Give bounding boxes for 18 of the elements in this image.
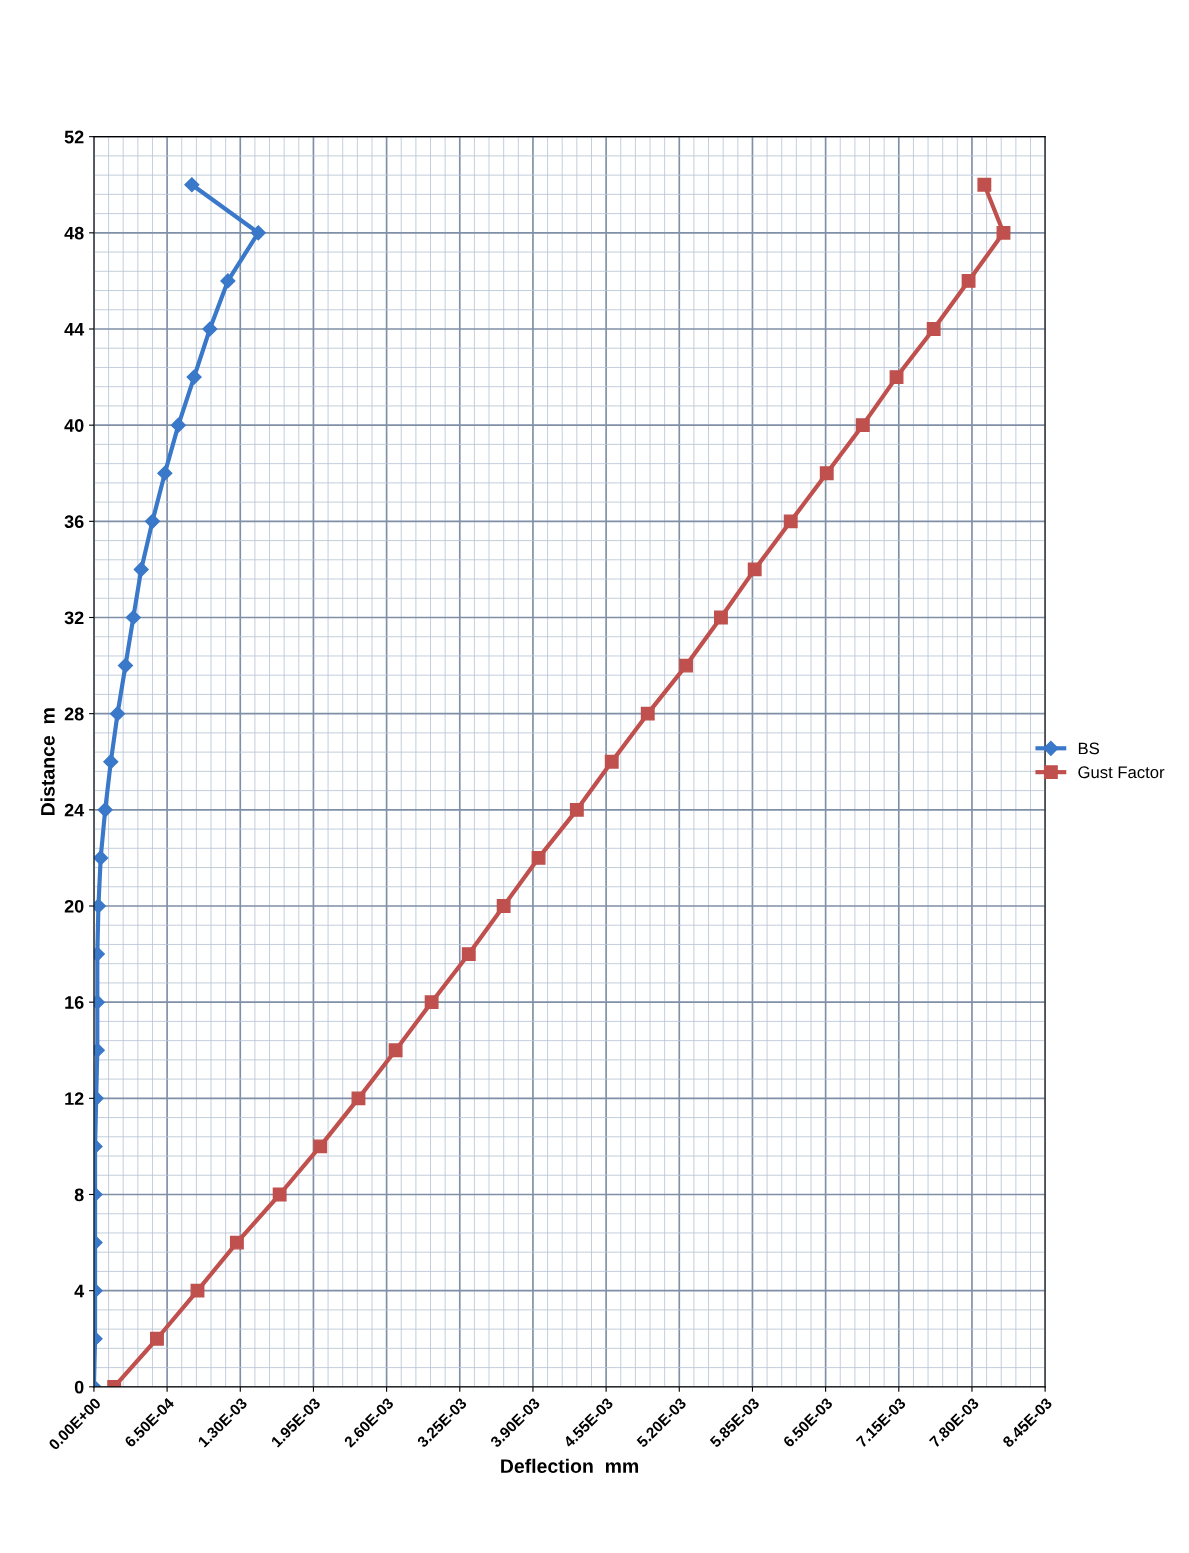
x-axis-title: Deflection mm [501, 1458, 639, 1474]
y-tick-label: 52 [64, 130, 84, 144]
y-axis-title: Distance m [40, 708, 55, 816]
y-tick-label: 0 [74, 1380, 84, 1394]
y-tick-label: 28 [64, 707, 84, 721]
y-tick-label: 32 [64, 611, 84, 625]
y-tick-label: 36 [64, 515, 84, 529]
y-tick-label: 16 [65, 996, 84, 1009]
legend-label: Gust Factor [1078, 766, 1165, 779]
y-tick-label: 40 [64, 419, 84, 432]
y-tick-label: 12 [65, 1092, 84, 1105]
y-tick-label: 4 [74, 1284, 85, 1298]
y-tick-label: 20 [64, 899, 84, 913]
y-tick-label: 24 [64, 803, 85, 817]
y-tick-label: 48 [64, 226, 84, 240]
legend-label: BS [1078, 742, 1099, 755]
y-tick-label: 44 [64, 323, 85, 336]
y-tick-label: 8 [74, 1188, 84, 1202]
